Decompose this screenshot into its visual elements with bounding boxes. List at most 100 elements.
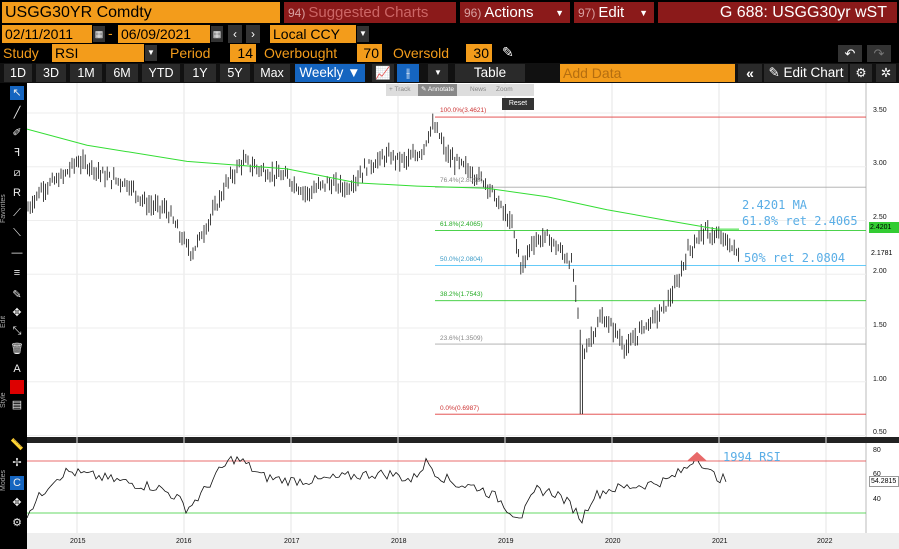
chart-type-dropdown-icon[interactable]: ▼: [428, 64, 448, 82]
suggested-charts-button[interactable]: 94) Suggested Charts: [284, 2, 456, 23]
y-axis-area: [866, 83, 899, 533]
edit-label: Edit: [598, 4, 625, 21]
left-sidebar: Favorites Edit Style Modes: [0, 83, 27, 549]
currency-dropdown-icon[interactable]: ▼: [357, 26, 369, 42]
edit-chart-label: Edit Chart: [783, 65, 844, 80]
font-icon[interactable]: A: [13, 363, 21, 375]
y-tick: 1.50: [873, 322, 887, 329]
date-row: 02/11/2011 ▦ - 06/09/2021 ▦ ‹ › Local CC…: [0, 25, 899, 44]
brush-icon[interactable]: ✎: [12, 289, 22, 301]
add-data-input[interactable]: Add Data: [560, 64, 735, 82]
ret50-annotation: 50% ret 2.0804: [744, 251, 846, 265]
x-axis-area: [27, 533, 899, 549]
range-ytd[interactable]: YTD: [142, 64, 180, 82]
fib-label-764: 76.4%(2.8098): [440, 177, 483, 184]
rsi-annotation: 1994 RSI: [723, 450, 781, 464]
fib-icon[interactable]: ꟻ: [13, 147, 21, 159]
y-grid: [27, 112, 866, 436]
x-tick: 2018: [391, 538, 407, 545]
news-button[interactable]: News: [470, 86, 487, 93]
study-dropdown-icon[interactable]: ▼: [145, 45, 157, 61]
move-icon[interactable]: ✥: [12, 307, 22, 319]
date-dash: -: [108, 25, 113, 41]
gear-icon[interactable]: ✲: [876, 64, 896, 82]
move-mode-icon[interactable]: ✥: [12, 497, 22, 509]
rsi-overbought-fill: [687, 451, 707, 461]
fib-label-50: 50.0%(2.0804): [440, 256, 483, 263]
panel-divider: [27, 437, 899, 443]
currency-field[interactable]: Local CCY: [270, 25, 356, 43]
pencil-icon[interactable]: ✎: [502, 44, 514, 60]
x-tick: 2019: [498, 538, 514, 545]
x-tick: 2017: [284, 538, 300, 545]
start-calendar-icon[interactable]: ▦: [93, 26, 105, 42]
edit-chart-button[interactable]: ✎ Edit Chart: [764, 64, 848, 82]
line-tool-icon[interactable]: ⟋: [13, 207, 21, 219]
zoom-button[interactable]: Zoom: [496, 86, 513, 93]
settings-icon[interactable]: ⚙: [850, 64, 872, 82]
edit-button[interactable]: 97) Edit ▼: [574, 2, 654, 23]
annotate-button[interactable]: ✎ Annotate: [418, 84, 457, 96]
x-tick: 2015: [70, 538, 86, 545]
end-calendar-icon[interactable]: ▦: [211, 26, 223, 42]
fib-label-0: 0.0%(0.6987): [440, 405, 480, 412]
fib-label-618: 61.8%(2.4065): [440, 221, 483, 228]
overbought-field[interactable]: 70: [357, 44, 382, 62]
ticker-field[interactable]: USGG30YR Comdty: [2, 2, 280, 23]
period-field[interactable]: 14: [230, 44, 256, 62]
line-style-icon[interactable]: ▤: [11, 399, 23, 411]
ray-icon[interactable]: ⟍: [13, 227, 21, 239]
range-1y[interactable]: 1Y: [184, 64, 216, 82]
line-chart-icon[interactable]: 📈: [372, 64, 394, 82]
y-tick: 2.50: [873, 214, 887, 221]
range-1d[interactable]: 1D: [4, 64, 32, 82]
range-1m[interactable]: 1M: [70, 64, 102, 82]
study-field[interactable]: RSI: [52, 44, 144, 62]
oversold-field[interactable]: 30: [466, 44, 492, 62]
start-date-field[interactable]: 02/11/2011: [2, 25, 92, 43]
fib-label-236: 23.6%(1.3509): [440, 335, 483, 342]
range-6m[interactable]: 6M: [106, 64, 138, 82]
end-date-field[interactable]: 06/09/2021: [118, 25, 210, 43]
table-button[interactable]: Table: [455, 64, 525, 82]
text-tool-icon[interactable]: R: [13, 187, 21, 199]
undo-icon[interactable]: ↶: [838, 45, 862, 62]
prev-range-icon[interactable]: ‹: [228, 25, 242, 43]
ruler-icon[interactable]: 📏: [10, 439, 24, 451]
collapse-icon[interactable]: «: [738, 64, 762, 82]
trendline-icon[interactable]: ╱: [13, 107, 21, 119]
scale-icon[interactable]: ⤡: [12, 325, 22, 337]
parallel-icon[interactable]: ≡: [13, 267, 21, 279]
channel-icon[interactable]: ⧄: [13, 167, 21, 179]
y-tick: 2.00: [873, 268, 887, 275]
hline-icon[interactable]: —: [11, 247, 23, 259]
range-3d[interactable]: 3D: [36, 64, 66, 82]
frequency-select[interactable]: Weekly ▼: [295, 64, 365, 82]
range-5y[interactable]: 5Y: [220, 64, 250, 82]
range-max[interactable]: Max: [254, 64, 290, 82]
chart-id: G 688: USGG30yr wST: [658, 2, 897, 23]
suggested-num: 94): [288, 6, 306, 20]
period-label: Period: [170, 45, 211, 61]
next-range-icon[interactable]: ›: [246, 25, 260, 43]
pencil-edit-icon: ✎: [768, 65, 784, 80]
rsi-y-tick: 60: [873, 471, 881, 478]
color-icon[interactable]: [10, 380, 24, 394]
settings-mode-icon[interactable]: ⚙: [12, 517, 22, 529]
track-button[interactable]: + Track: [389, 86, 411, 93]
redo-icon[interactable]: ↷: [867, 45, 891, 62]
mode-c-icon[interactable]: C: [10, 476, 24, 490]
reset-button[interactable]: Reset: [502, 98, 534, 110]
crosshair-icon[interactable]: ✢: [12, 457, 22, 469]
bar-chart-icon[interactable]: ⫲: [397, 64, 419, 82]
cursor-icon[interactable]: ↖: [10, 86, 24, 100]
ma-annotation: 2.4201 MA: [742, 198, 808, 212]
study-row: Study RSI ▼ Period 14 Overbought 70 Over…: [0, 44, 899, 63]
draw-tool-icon[interactable]: ✐: [12, 127, 22, 139]
actions-dropdown-icon: ▼: [555, 8, 564, 18]
actions-button[interactable]: 96) Actions ▼: [460, 2, 570, 23]
x-tick: 2021: [712, 538, 728, 545]
trash-icon[interactable]: 🗑: [10, 343, 24, 355]
chart-svg[interactable]: [27, 83, 899, 549]
edit-num: 97): [578, 6, 596, 20]
